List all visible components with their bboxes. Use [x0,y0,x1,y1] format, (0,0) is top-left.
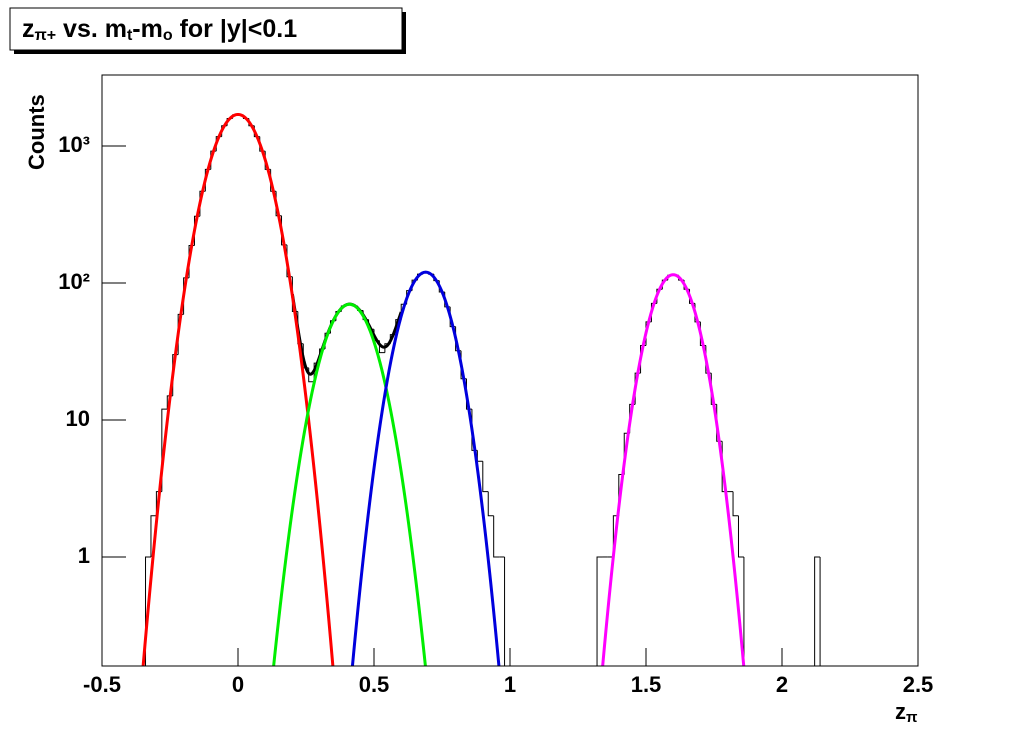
histogram-bin [487,491,494,517]
histogram-bin [737,515,744,558]
title-box [9,7,403,51]
title-text: -m [132,15,163,43]
x-tick-label: 2.5 [903,672,934,697]
title-text: for |y|<0.1 [173,15,298,43]
y-axis-label: Counts [24,94,49,170]
y-tick-label: 10³ [58,132,90,157]
x-tick-label: 2 [776,672,788,697]
fit-curve [350,270,501,666]
histogram-bin [819,556,821,666]
x-tick-label: 1 [504,672,516,697]
x-tick-label: -0.5 [83,672,121,697]
title-text: vs. m [56,15,127,43]
x-label-subscript: π [906,709,918,726]
histogram-bin [150,515,157,557]
title-subscript: π+ [35,27,57,44]
x-label-text: z [895,699,906,724]
x-tick-label: 0.5 [359,672,390,697]
title-text: z [22,15,35,43]
y-tick-label: 10² [58,269,90,294]
histogram-bin [504,556,506,666]
histogram-bin [732,491,739,517]
fit-curve [141,112,335,666]
plot-area [141,112,821,666]
histogram-bin [482,461,489,493]
fit-curve [272,302,427,666]
histogram-bin [814,556,821,666]
fit-curve [601,273,746,666]
title-subscript: o [163,27,173,44]
chart-title: zπ+ vs. mt-mo for |y|<0.1 [22,15,297,45]
y-tick-label: 10 [66,406,90,431]
x-tick-label: 1.5 [631,672,662,697]
title-subscript: t [127,27,133,44]
x-tick-label: 0 [232,672,244,697]
histogram-bin [596,556,603,666]
histogram-bin [493,515,500,558]
y-tick-label: 1 [78,543,90,568]
histogram-bin [743,556,745,666]
x-axis-label: zπ [895,699,918,726]
